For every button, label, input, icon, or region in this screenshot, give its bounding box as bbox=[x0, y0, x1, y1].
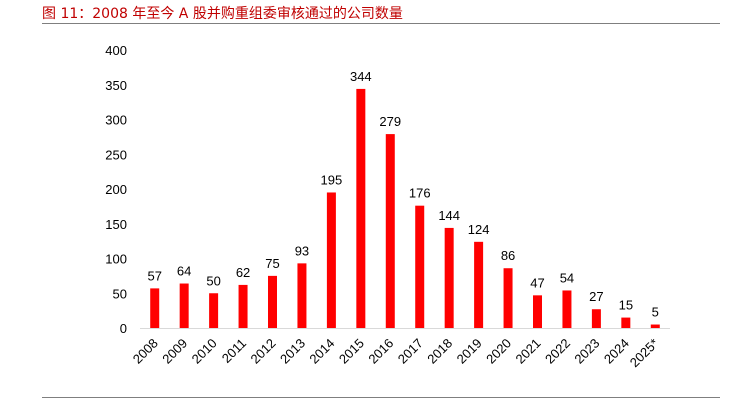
x-tick-label: 2017 bbox=[395, 336, 426, 367]
bar bbox=[179, 283, 189, 328]
data-label: 86 bbox=[501, 248, 515, 263]
bar bbox=[268, 275, 277, 328]
bar bbox=[238, 284, 248, 328]
data-label: 195 bbox=[321, 172, 343, 187]
y-tick-label: 300 bbox=[105, 113, 127, 128]
x-tick-label: 2020 bbox=[483, 336, 514, 367]
x-tick-label: 2011 bbox=[219, 336, 249, 366]
data-label: 54 bbox=[560, 270, 574, 285]
bar bbox=[297, 263, 307, 328]
x-tick-label: 2021 bbox=[513, 336, 544, 367]
data-label: 64 bbox=[177, 264, 191, 279]
x-tick-label: 2016 bbox=[365, 336, 396, 367]
x-tick-label: 2025* bbox=[627, 336, 662, 371]
data-label: 5 bbox=[652, 305, 659, 320]
bar bbox=[474, 241, 484, 328]
data-label: 93 bbox=[295, 243, 309, 258]
x-tick-label: 2010 bbox=[189, 336, 220, 367]
data-label: 176 bbox=[409, 186, 431, 201]
bar bbox=[503, 268, 513, 328]
x-tick-label: 2014 bbox=[306, 336, 337, 367]
x-tick-label: 2018 bbox=[424, 336, 455, 367]
y-tick-label: 200 bbox=[105, 182, 127, 197]
data-label: 75 bbox=[265, 256, 279, 271]
y-tick-label: 400 bbox=[105, 43, 127, 58]
y-tick-label: 250 bbox=[105, 147, 127, 162]
y-axis-ticks: 0 50 100 150 200 250 300 350 400 bbox=[105, 43, 127, 336]
data-label: 47 bbox=[530, 275, 544, 290]
y-tick-label: 100 bbox=[105, 252, 127, 267]
x-tick-label: 2015 bbox=[336, 336, 367, 367]
bar bbox=[650, 324, 660, 328]
data-label: 15 bbox=[619, 298, 633, 313]
x-tick-label: 2022 bbox=[542, 336, 573, 367]
y-tick-label: 50 bbox=[113, 286, 127, 301]
data-label: 62 bbox=[236, 265, 250, 280]
bar bbox=[150, 288, 160, 328]
data-label: 124 bbox=[468, 222, 490, 237]
x-tick-label: 2023 bbox=[571, 336, 602, 367]
bars bbox=[150, 88, 660, 328]
data-labels: 57 64 50 62 75 93 195 344 279 176 144 124 86 47 54 27 15… bbox=[147, 69, 658, 320]
x-tick-label: 2024 bbox=[601, 336, 632, 367]
x-tick-label: 2019 bbox=[454, 336, 485, 367]
bar bbox=[385, 134, 395, 328]
bar bbox=[326, 192, 336, 328]
bar bbox=[591, 309, 601, 328]
data-label: 57 bbox=[147, 268, 161, 283]
data-label: 50 bbox=[206, 273, 220, 288]
y-tick-label: 0 bbox=[120, 321, 127, 336]
data-label: 144 bbox=[438, 208, 460, 223]
y-tick-label: 150 bbox=[105, 217, 127, 232]
data-label: 344 bbox=[350, 69, 372, 84]
data-label: 27 bbox=[589, 289, 603, 304]
x-tick-label: 2008 bbox=[130, 336, 161, 367]
bar bbox=[415, 205, 425, 328]
bar bbox=[356, 88, 366, 328]
x-tick-label: 2009 bbox=[159, 336, 190, 367]
bar bbox=[444, 227, 454, 328]
data-label: 279 bbox=[379, 114, 401, 129]
bar bbox=[562, 290, 572, 328]
x-tick-label: 2012 bbox=[248, 336, 279, 367]
x-tick-label: 2013 bbox=[277, 336, 308, 367]
figure-title: 图 11：2008 年至今 A 股并购重组委审核通过的公司数量 bbox=[42, 6, 403, 22]
bar bbox=[621, 317, 631, 328]
bar bbox=[209, 293, 219, 328]
bar bbox=[533, 295, 542, 328]
top-rule bbox=[42, 23, 720, 24]
y-tick-label: 350 bbox=[105, 78, 127, 93]
bottom-rule bbox=[42, 397, 720, 398]
